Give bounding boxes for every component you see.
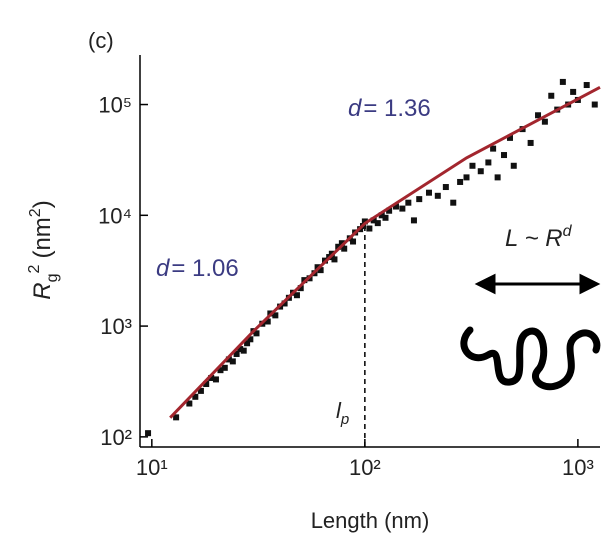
data-point xyxy=(559,78,566,85)
data-point xyxy=(221,364,228,371)
y-tick-label: 10⁴ xyxy=(98,203,132,228)
data-point xyxy=(570,88,577,95)
data-point xyxy=(317,267,324,274)
y-tick-label: 10³ xyxy=(100,314,132,339)
data-point xyxy=(463,174,470,181)
data-point xyxy=(281,300,288,307)
data-point xyxy=(392,203,399,210)
data-point xyxy=(501,152,508,159)
scaling-annotation: L ~ Rd xyxy=(505,223,573,252)
data-point xyxy=(173,414,180,421)
data-point xyxy=(297,285,304,292)
y-tick-label: 10⁵ xyxy=(98,93,132,118)
data-point xyxy=(350,238,357,245)
scaling-text: L ~ R xyxy=(505,225,563,252)
data-point xyxy=(583,82,590,89)
fit-line xyxy=(169,85,601,419)
data-point xyxy=(192,393,199,400)
data-point xyxy=(485,159,492,166)
reference-subscript: p xyxy=(340,411,349,428)
data-point xyxy=(382,214,389,221)
y-tick-label: 10² xyxy=(100,425,132,450)
data-point xyxy=(338,240,345,247)
data-point xyxy=(203,381,210,388)
data-point xyxy=(469,162,476,169)
data-point xyxy=(253,330,260,337)
x-tick-label: 10¹ xyxy=(136,455,168,480)
annotation-low: d= 1.06 xyxy=(156,255,239,282)
y-label-unit-power: 2 xyxy=(27,208,44,217)
data-point xyxy=(331,256,338,263)
data-point xyxy=(378,212,385,219)
data-point xyxy=(548,92,555,99)
y-axis-label: Rg2(nm2) xyxy=(26,200,61,299)
data-point xyxy=(399,205,406,212)
data-point xyxy=(208,374,215,381)
data-point xyxy=(186,400,193,407)
data-point xyxy=(217,367,224,374)
scaling-power: d xyxy=(563,223,573,240)
y-label-symbol: R xyxy=(29,282,56,299)
data-point xyxy=(293,292,300,299)
data-point xyxy=(494,174,501,181)
data-point xyxy=(541,118,548,125)
data-point xyxy=(240,347,247,354)
annotation-text: = 1.36 xyxy=(363,95,430,122)
data-point xyxy=(506,134,513,141)
data-point xyxy=(416,196,423,203)
reference-symbol: l xyxy=(336,398,342,423)
data-point xyxy=(197,387,204,394)
data-point xyxy=(370,217,377,224)
data-point xyxy=(457,178,464,185)
data-point xyxy=(477,168,484,175)
data-point xyxy=(535,112,542,119)
data-point xyxy=(272,312,279,319)
annotation-symbol: d xyxy=(156,255,170,282)
data-point xyxy=(225,356,232,363)
polymer-icon xyxy=(460,326,601,391)
data-point xyxy=(229,358,236,365)
x-tick-label: 10³ xyxy=(562,455,594,480)
data-point xyxy=(374,220,381,227)
data-point xyxy=(145,430,152,437)
data-point xyxy=(237,346,244,353)
annotation-symbol: d xyxy=(348,95,362,122)
data-point xyxy=(335,243,342,250)
annotation-text: = 1.06 xyxy=(171,255,238,282)
y-label-subscript: g xyxy=(44,273,61,282)
data-point xyxy=(442,184,449,191)
data-point xyxy=(405,199,412,206)
data-point xyxy=(410,217,417,224)
data-point xyxy=(244,340,251,347)
arrow-heads xyxy=(474,273,601,295)
data-point xyxy=(341,245,348,252)
data-point xyxy=(247,336,254,343)
y-label-unit-close: ) xyxy=(29,200,56,208)
data-point xyxy=(510,162,517,169)
data-point xyxy=(527,139,534,146)
y-label-superscript: 2 xyxy=(26,264,43,273)
data-point xyxy=(490,145,497,152)
x-tick-label: 10² xyxy=(349,455,381,480)
data-point xyxy=(264,318,271,325)
data-point xyxy=(366,225,373,232)
y-label-unit: (nm xyxy=(29,217,56,258)
data-point xyxy=(425,189,432,196)
data-point xyxy=(233,350,240,357)
panel-label: (c) xyxy=(88,28,114,53)
data-point xyxy=(450,199,457,206)
inset-arrow xyxy=(474,273,601,295)
data-point xyxy=(591,101,598,108)
data-point xyxy=(386,207,393,214)
reference-label: lp xyxy=(336,398,349,428)
data-point xyxy=(212,376,219,383)
x-axis-label: Length (nm) xyxy=(311,508,430,533)
data-point xyxy=(361,218,368,225)
annotation-high: d= 1.36 xyxy=(348,95,431,122)
data-point xyxy=(434,192,441,199)
